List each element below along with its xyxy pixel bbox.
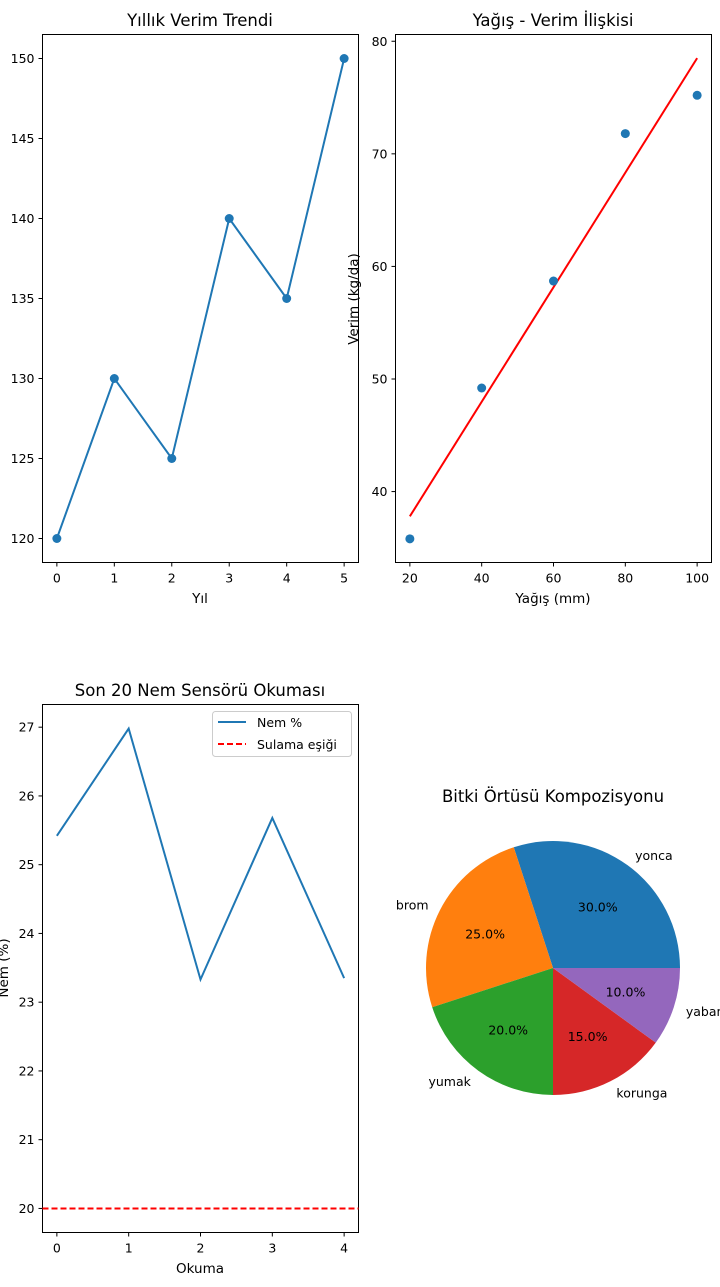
- pie-slice-korunga: [553, 968, 656, 1095]
- moisture-sensor-chart: Son 20 Nem Sensörü Okuması 0 1 2 3 420212223…: [0, 681, 359, 1277]
- data-point: [52, 534, 62, 543]
- y-tick-label: 140: [11, 211, 35, 226]
- pie-label: yonca: [635, 848, 673, 863]
- x-axis-label: Yağış (mm): [514, 591, 590, 607]
- y-tick-label: 22: [19, 1063, 35, 1078]
- y-axis-label: Verim (kg/da): [346, 253, 362, 345]
- data-point: [339, 54, 349, 63]
- y-tick-label: 27: [19, 720, 35, 735]
- vegetation-pie-chart: Bitki Örtüsü Kompozisyonu yonca 30.0% brom…: [396, 787, 720, 1100]
- pie-percent-label: 20.0%: [488, 1023, 528, 1038]
- data-point: [477, 383, 487, 393]
- x-tick-label: 5: [340, 571, 348, 586]
- data-point: [109, 374, 119, 383]
- x-tick-label: 20: [402, 571, 418, 586]
- data-point: [405, 534, 415, 544]
- x-tick-label: 3: [268, 1241, 276, 1256]
- y-tick-label: 23: [19, 995, 35, 1010]
- data-point: [692, 90, 702, 100]
- y-tick-label: 130: [11, 371, 35, 386]
- legend: Nem % Sulama eşiği: [212, 711, 352, 757]
- y-tick-label: 40: [372, 484, 388, 499]
- series-line: [56, 726, 346, 983]
- y-tick-label: 24: [19, 926, 35, 941]
- x-tick-label: 0: [53, 1241, 61, 1256]
- plot-frame: [42, 704, 359, 1233]
- y-tick-label: 21: [19, 1132, 35, 1147]
- y-tick-label: 25: [19, 857, 35, 872]
- legend-frame: [212, 711, 352, 757]
- y-tick-label: 150: [11, 51, 35, 66]
- x-tick-label: 4: [283, 571, 291, 586]
- pie-label: brom: [396, 898, 429, 913]
- chart-title: Yıllık Verim Trendi: [126, 11, 273, 30]
- chart-title: Bitki Örtüsü Kompozisyonu: [442, 787, 664, 806]
- fit-line: [409, 57, 698, 517]
- y-tick-label: 60: [372, 259, 388, 274]
- pie-percent-label: 10.0%: [606, 985, 646, 1000]
- x-axis-label: Yıl: [191, 591, 208, 607]
- pie-label: korunga: [616, 1085, 667, 1100]
- y-tick-label: 120: [11, 531, 35, 546]
- y-tick-label: 135: [11, 291, 35, 306]
- legend-label-moisture: Nem %: [257, 715, 302, 730]
- data-point: [167, 454, 177, 463]
- x-tick-label: 1: [110, 571, 118, 586]
- x-tick-label: 0: [53, 571, 61, 586]
- data-point: [224, 214, 234, 223]
- pie-slice-brom: [426, 847, 553, 1008]
- pie-percent-label: 30.0%: [578, 899, 618, 914]
- pie-label: yabani ot: [686, 1004, 720, 1019]
- y-tick-label: 20: [19, 1201, 35, 1216]
- x-tick-label: 2: [168, 571, 176, 586]
- yield-trend-chart: Yıllık Verim Trendi 0 1 2 3 4 5 120 125 130 135 14…: [11, 11, 359, 607]
- x-tick-label: 3: [225, 571, 233, 586]
- pie-slice-yonca: [513, 841, 680, 968]
- rainfall-yield-chart: Yağış - Verim İlişkisi 20 40 60 80 100 40 50 60…: [346, 11, 712, 607]
- pie-label: yumak: [428, 1074, 471, 1089]
- pie-slice-yumak: [432, 968, 553, 1095]
- x-tick-label: 4: [340, 1241, 348, 1256]
- y-axis-label: Nem (%): [0, 938, 12, 997]
- x-axis-label: Okuma: [176, 1261, 224, 1277]
- plot-frame: [42, 34, 359, 563]
- plot-frame: [395, 34, 712, 563]
- pie-percent-label: 15.0%: [568, 1029, 608, 1044]
- chart-title: Son 20 Nem Sensörü Okuması: [75, 681, 325, 700]
- y-tick-label: 70: [372, 146, 388, 161]
- y-tick-label: 50: [372, 371, 388, 386]
- y-tick-label: 125: [11, 451, 35, 466]
- data-point: [282, 294, 292, 303]
- x-tick-label: 1: [125, 1241, 133, 1256]
- pie-percent-label: 25.0%: [465, 926, 505, 941]
- x-tick-label: 60: [546, 571, 562, 586]
- data-point: [549, 276, 558, 286]
- x-tick-label: 40: [474, 571, 490, 586]
- y-tick-label: 145: [11, 131, 35, 146]
- x-tick-label: 100: [685, 571, 709, 586]
- pie-slice-yabani-ot: [553, 968, 680, 1043]
- y-tick-label: 26: [19, 788, 35, 803]
- legend-label-threshold: Sulama eşiği: [257, 737, 337, 752]
- series-line: [55, 58, 346, 539]
- chart-title: Yağış - Verim İlişkisi: [472, 11, 634, 30]
- x-tick-label: 2: [197, 1241, 205, 1256]
- data-point: [620, 129, 630, 139]
- y-tick-label: 80: [372, 34, 388, 49]
- x-tick-label: 80: [617, 571, 633, 586]
